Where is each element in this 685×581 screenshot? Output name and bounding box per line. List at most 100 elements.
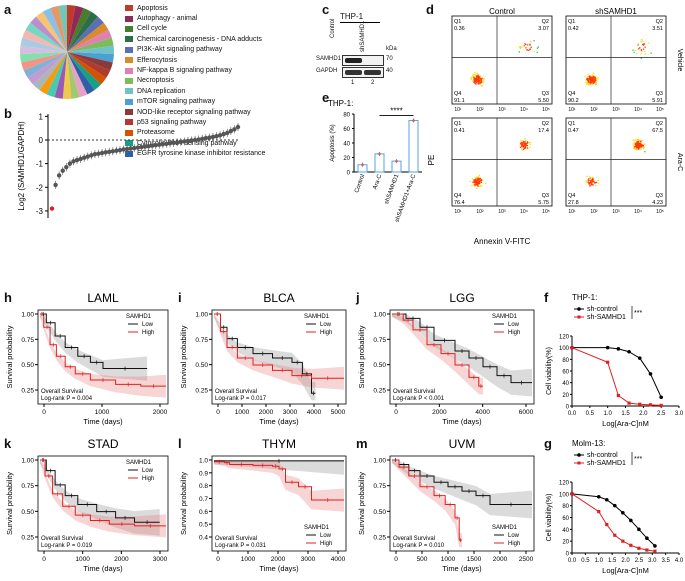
dose-point (606, 360, 610, 364)
event-dot (639, 139, 641, 142)
event-dot (473, 181, 475, 183)
y-tick-label: 40 (562, 381, 569, 387)
x-tick-label: 0 (216, 409, 220, 416)
event-dot (479, 180, 481, 182)
event-dot (643, 148, 645, 150)
event-dot (637, 43, 640, 45)
event-dot (636, 138, 638, 140)
data-point (89, 153, 94, 158)
event-dot (585, 79, 587, 81)
x-tick-label: 10⁴ (634, 107, 642, 113)
ci-band-low (40, 460, 160, 536)
km-title: LGG (449, 291, 474, 305)
event-dot (476, 176, 478, 179)
event-dot (477, 176, 480, 178)
event-dot (640, 49, 643, 52)
dose-point (645, 536, 649, 541)
data-point (160, 142, 166, 147)
event-dot (585, 181, 587, 184)
y-tick-label: 20 (343, 156, 350, 162)
km-frame (389, 309, 535, 405)
event-dot (638, 140, 640, 142)
event-dot (589, 77, 592, 79)
x-tick-label: 4000 (475, 409, 490, 416)
event-dot (480, 80, 482, 82)
km-frame (211, 309, 347, 405)
event-dot (590, 182, 592, 184)
panel-letter-g: g (544, 436, 552, 451)
y-tick-label: 0.50 (373, 362, 386, 369)
event-dot (519, 146, 522, 148)
event-dot (635, 144, 638, 146)
event-dot (526, 141, 529, 143)
event-dot (477, 73, 480, 76)
event-dot (483, 78, 485, 80)
event-dot (529, 40, 532, 43)
legend-high: High (508, 541, 520, 547)
x-tick-label: 10² (590, 209, 598, 215)
ci-band-low (40, 314, 148, 381)
event-dot (525, 144, 527, 146)
data-point (164, 141, 169, 146)
x-tick-label: 3000 (153, 556, 168, 563)
event-dot (636, 146, 638, 148)
event-dot (480, 82, 482, 85)
dose-point (637, 546, 641, 550)
event-dot (632, 139, 634, 141)
y-tick-label: 0 (566, 405, 570, 411)
quadrant-q1-label: Q1 (454, 19, 461, 25)
event-dot (594, 80, 597, 82)
dose-point (638, 402, 642, 406)
event-dot (642, 48, 645, 50)
x-tick-label: 0.0 (568, 558, 577, 564)
x-tick-label: 6000 (519, 409, 534, 416)
event-dot (594, 83, 597, 86)
bar (374, 153, 385, 173)
x-tick-label: 10³ (612, 209, 620, 215)
x-tick-label: 2000 (493, 556, 508, 563)
bar-point (378, 152, 381, 156)
y-tick-label: 0.25 (195, 388, 208, 395)
panel-letter-i: i (178, 290, 182, 305)
blot-kda-70: 70 (386, 56, 393, 62)
y-tick-label: 0.50 (195, 362, 208, 369)
legend-low: Low (142, 468, 154, 474)
blot-band-samhd1 (342, 55, 384, 66)
event-dot (480, 85, 483, 87)
y-tick-label: -1 (36, 160, 44, 169)
event-dot (637, 44, 639, 46)
legend-label: EGFR tyrosine kinase inhibitor resistanc… (137, 150, 266, 158)
event-dot (636, 148, 638, 151)
x-tick-label: shSAMHD1 (384, 173, 401, 205)
pie-slice (27, 52, 68, 85)
event-dot (521, 143, 523, 145)
event-dot (642, 44, 645, 46)
x-axis-label: Time (days) (83, 564, 123, 573)
legend-item: Cytosolic DNA-sensing pathway (125, 138, 265, 148)
event-dot (483, 80, 485, 82)
data-point (132, 145, 137, 151)
pie-slice (36, 11, 67, 52)
column-title-control: Control (489, 7, 515, 16)
event-dot (640, 40, 642, 43)
event-dot (590, 79, 593, 81)
x-tick-label: 2.0 (621, 558, 630, 564)
event-dot (644, 53, 646, 55)
legend-item: Cell cycle (125, 24, 265, 34)
data-point (200, 136, 205, 142)
y-tick-label: 80 (562, 504, 569, 510)
pie-slice (30, 16, 67, 52)
x-tick-label: 10⁴ (634, 209, 642, 215)
event-dot (480, 181, 483, 183)
event-dot (597, 179, 599, 182)
event-dot (595, 184, 597, 187)
data-point (192, 137, 198, 143)
data-point (53, 182, 58, 188)
event-dot (523, 45, 525, 47)
event-dot (640, 53, 642, 55)
legend-title: SAMHD1 (126, 460, 152, 466)
event-dot (524, 146, 527, 148)
legend-label: NF-kappa B signaling pathway (137, 67, 232, 75)
event-dot (476, 178, 479, 180)
